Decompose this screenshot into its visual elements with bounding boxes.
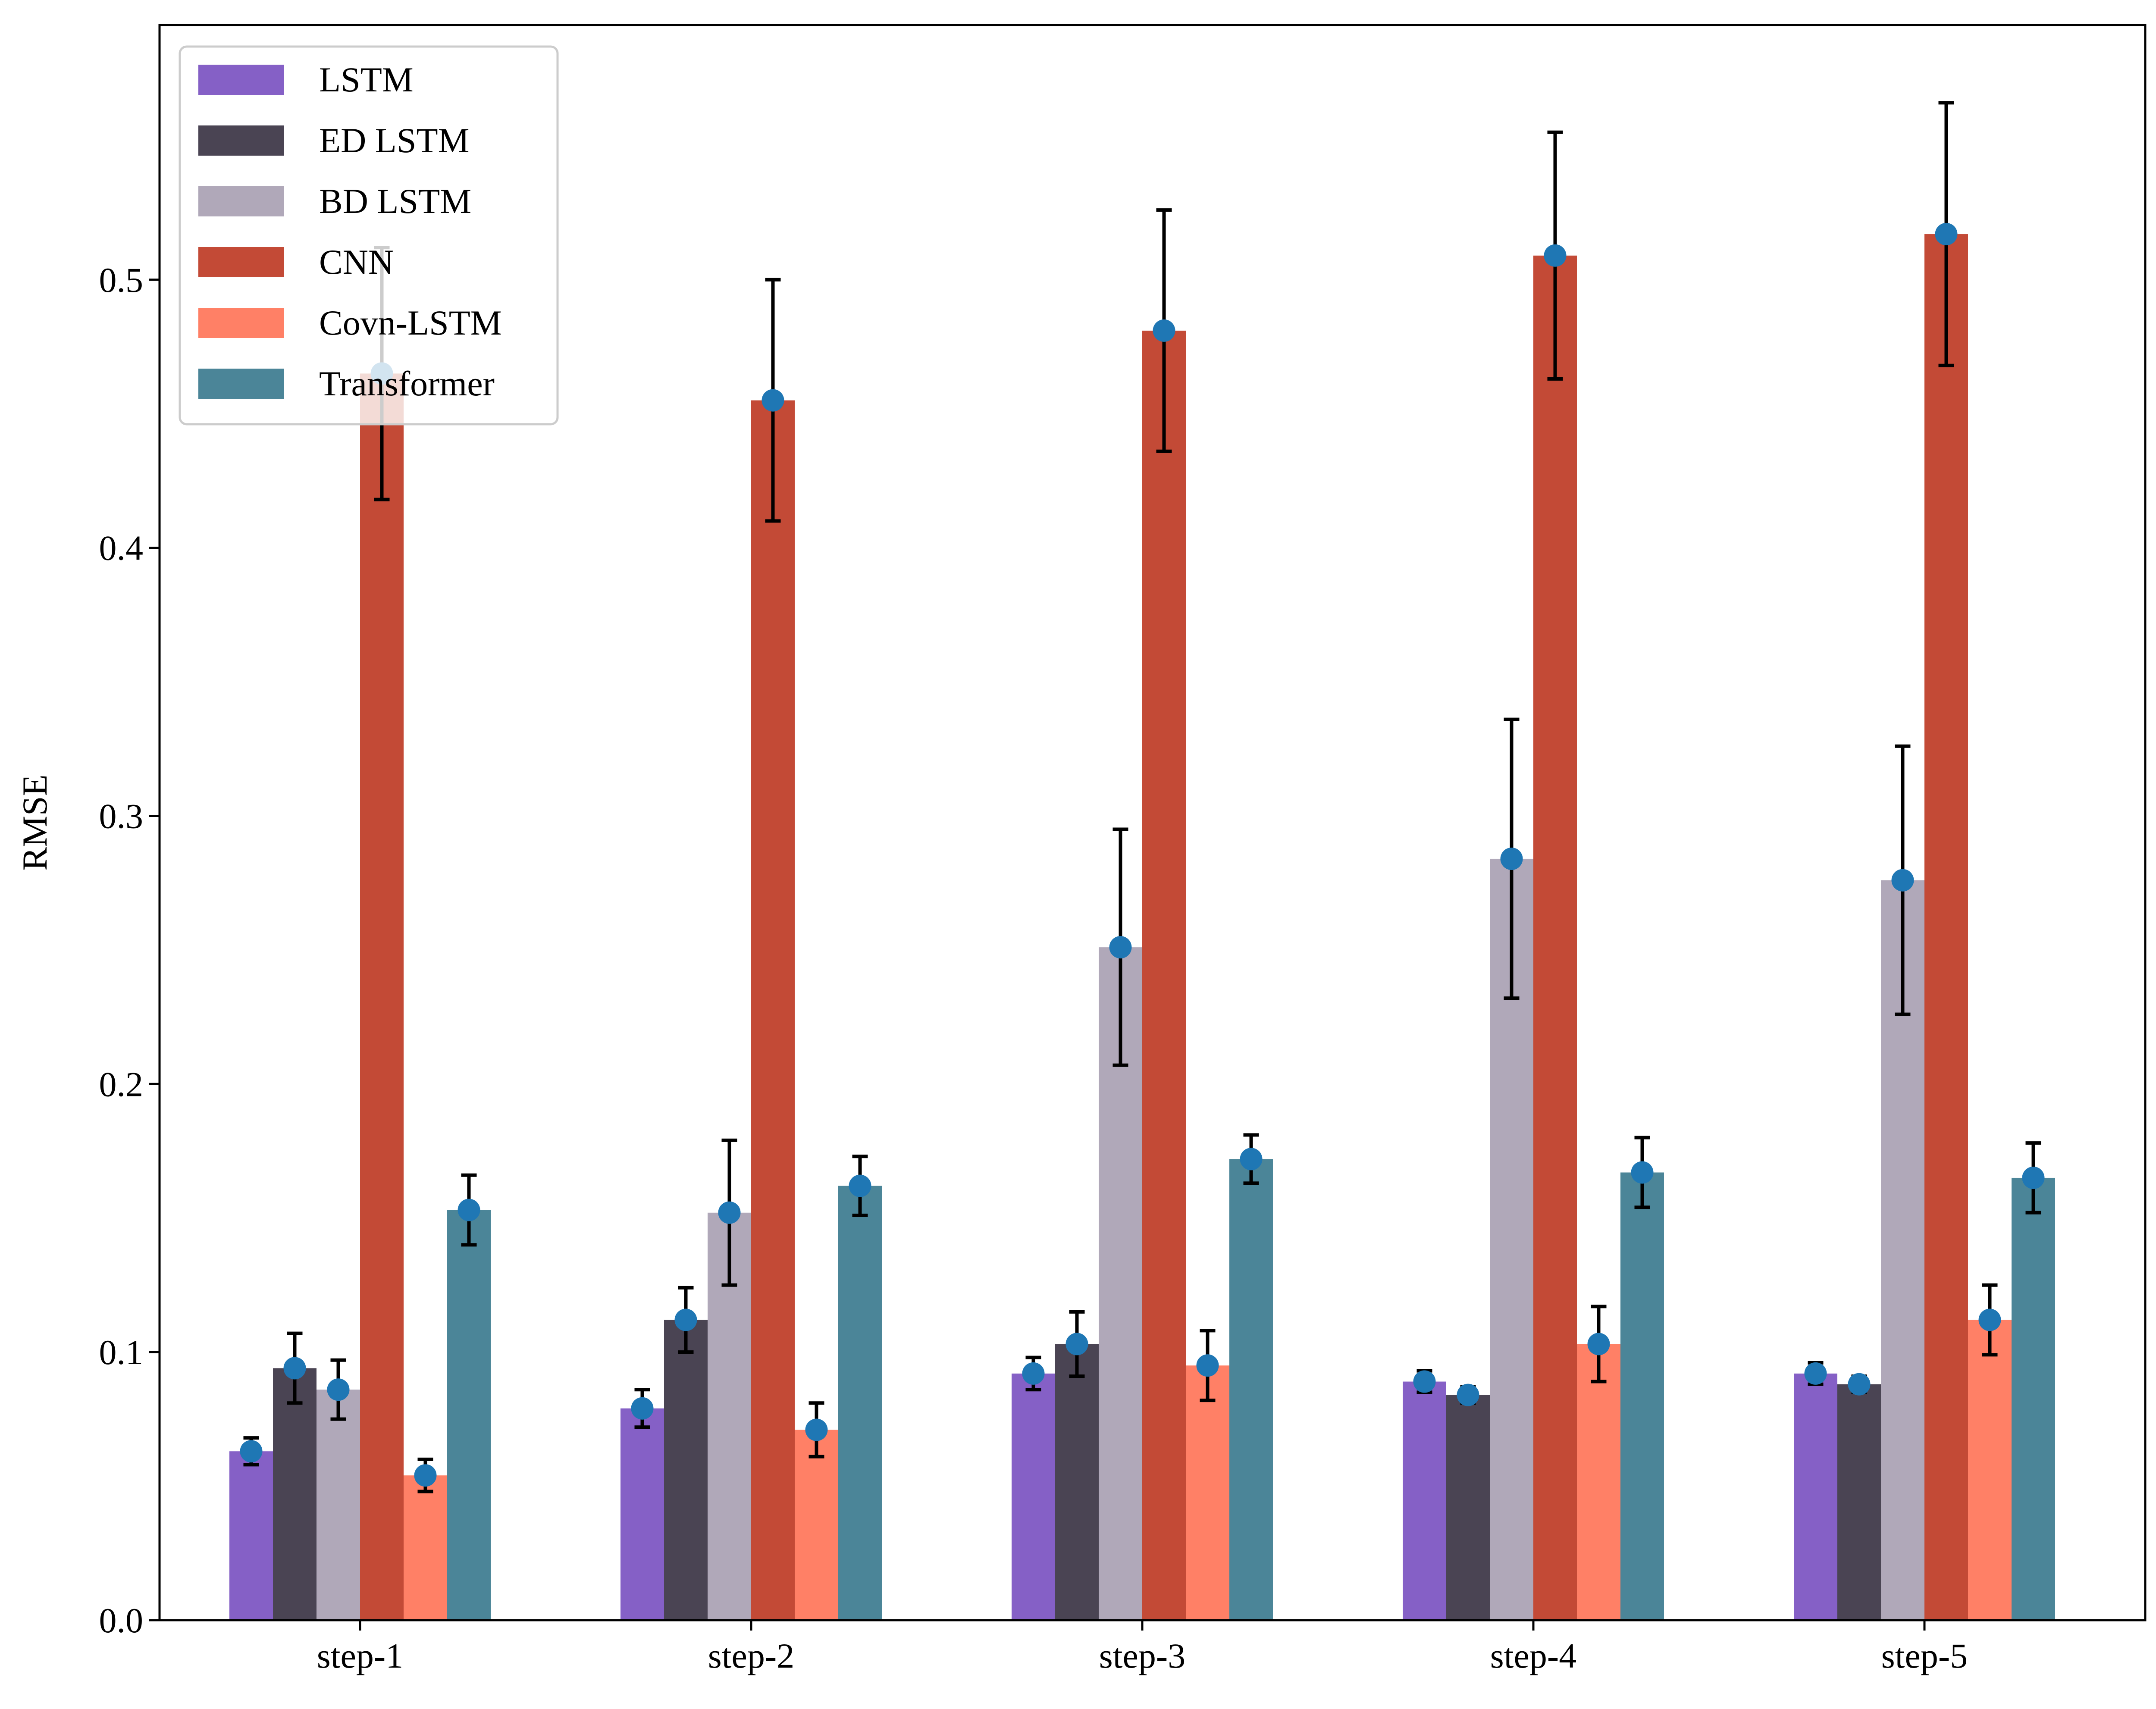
marker-ed-lstm-step-2 <box>674 1308 697 1331</box>
legend-swatch <box>198 369 284 399</box>
x-tick-label-step-5: step-5 <box>1881 1636 1968 1675</box>
marker-ed-lstm-step-4 <box>1457 1383 1479 1406</box>
y-tick-label: 0.2 <box>99 1064 144 1104</box>
marker-transformer-step-4 <box>1631 1161 1654 1184</box>
marker-bd-lstm-step-4 <box>1500 847 1523 870</box>
legend-swatch <box>198 186 284 216</box>
marker-transformer-step-2 <box>849 1174 871 1197</box>
legend-swatch <box>198 247 284 277</box>
y-tick-label: 0.4 <box>99 529 144 568</box>
legend-label: LSTM <box>319 60 414 99</box>
bar-transformer-step-1 <box>447 1210 491 1620</box>
bar-covn-lstm-step-3 <box>1186 1365 1229 1620</box>
legend: LSTM ED LSTM BD LSTM CNN Covn-LSTM Transforme… <box>179 45 559 426</box>
marker-lstm-step-1 <box>240 1440 263 1463</box>
y-tick-label: 0.0 <box>99 1601 144 1640</box>
bar-lstm-step-1 <box>229 1451 273 1620</box>
plot-frame <box>158 24 2147 1621</box>
bar-transformer-step-3 <box>1229 1159 1273 1620</box>
marker-cnn-step-3 <box>1153 319 1175 342</box>
marker-bd-lstm-step-5 <box>1891 869 1914 892</box>
marker-lstm-step-2 <box>631 1397 654 1420</box>
x-axis: step-1 step-2 step-3 step-4 step-5 <box>317 1620 1968 1675</box>
marker-cnn-step-4 <box>1544 244 1567 267</box>
marker-ed-lstm-step-3 <box>1065 1333 1088 1355</box>
marker-covn-lstm-step-3 <box>1196 1354 1219 1377</box>
bar-cnn-step-1 <box>360 373 404 1621</box>
y-axis-label: RMSE <box>15 774 54 870</box>
legend-swatch <box>198 65 284 95</box>
marker-lstm-step-3 <box>1022 1362 1045 1385</box>
legend-label: Transformer <box>319 364 495 403</box>
bar-cnn-step-2 <box>751 400 795 1620</box>
x-tick-label-step-2: step-2 <box>708 1636 794 1675</box>
marker-transformer-step-1 <box>458 1199 480 1221</box>
bar-lstm-step-4 <box>1403 1381 1446 1620</box>
marker-bd-lstm-step-1 <box>327 1378 350 1401</box>
bar-ed-lstm-step-3 <box>1055 1344 1099 1620</box>
bar-covn-lstm-step-2 <box>795 1430 838 1620</box>
bar-lstm-step-3 <box>1012 1373 1055 1620</box>
marker-lstm-step-4 <box>1413 1370 1436 1393</box>
bar-cnn-step-5 <box>1924 234 1968 1620</box>
marker-bd-lstm-step-2 <box>718 1201 741 1224</box>
legend-swatch <box>198 308 284 338</box>
legend-label: BD LSTM <box>319 182 471 221</box>
bar-ed-lstm-step-5 <box>1837 1384 1881 1620</box>
bar-transformer-step-5 <box>2012 1177 2055 1620</box>
x-tick-label-step-4: step-4 <box>1490 1636 1576 1675</box>
marker-covn-lstm-step-5 <box>1978 1308 2001 1331</box>
bar-covn-lstm-step-1 <box>404 1475 447 1620</box>
bar-ed-lstm-step-1 <box>273 1368 317 1620</box>
marker-covn-lstm-step-1 <box>414 1464 437 1487</box>
y-tick-label: 0.5 <box>99 260 144 300</box>
y-tick-label: 0.3 <box>99 796 144 836</box>
y-tick-label: 0.1 <box>99 1333 144 1372</box>
bar-transformer-step-4 <box>1620 1172 1664 1620</box>
legend-label: CNN <box>319 242 394 282</box>
marker-ed-lstm-step-1 <box>283 1357 306 1380</box>
bars-layer <box>229 234 2055 1621</box>
x-tick-label-step-1: step-1 <box>317 1636 403 1675</box>
y-axis: 0.0 0.1 0.2 0.3 0.4 0.5 <box>99 260 160 1640</box>
bar-ed-lstm-step-2 <box>664 1320 708 1620</box>
legend-swatch <box>198 125 284 156</box>
bar-covn-lstm-step-5 <box>1968 1320 2012 1620</box>
bar-bd-lstm-step-1 <box>317 1390 360 1620</box>
marker-cnn-step-5 <box>1935 223 1958 246</box>
marker-ed-lstm-step-5 <box>1848 1373 1871 1396</box>
marker-covn-lstm-step-2 <box>805 1418 828 1441</box>
markers-layer <box>240 223 2045 1487</box>
legend-label: Covn-LSTM <box>319 303 502 342</box>
bar-cnn-step-4 <box>1533 255 1577 1620</box>
legend-label: ED LSTM <box>319 121 470 160</box>
bar-covn-lstm-step-4 <box>1577 1344 1620 1620</box>
marker-cnn-step-2 <box>761 389 784 412</box>
bar-lstm-step-2 <box>620 1408 664 1620</box>
marker-transformer-step-5 <box>2022 1166 2045 1189</box>
bar-cnn-step-3 <box>1142 330 1186 1620</box>
x-tick-label-step-3: step-3 <box>1099 1636 1185 1675</box>
bar-ed-lstm-step-4 <box>1446 1395 1490 1620</box>
bar-transformer-step-2 <box>838 1186 882 1620</box>
marker-transformer-step-3 <box>1240 1148 1263 1171</box>
marker-covn-lstm-step-4 <box>1587 1333 1610 1355</box>
marker-bd-lstm-step-3 <box>1109 936 1132 959</box>
bar-lstm-step-5 <box>1794 1373 1837 1620</box>
marker-lstm-step-5 <box>1804 1362 1827 1385</box>
